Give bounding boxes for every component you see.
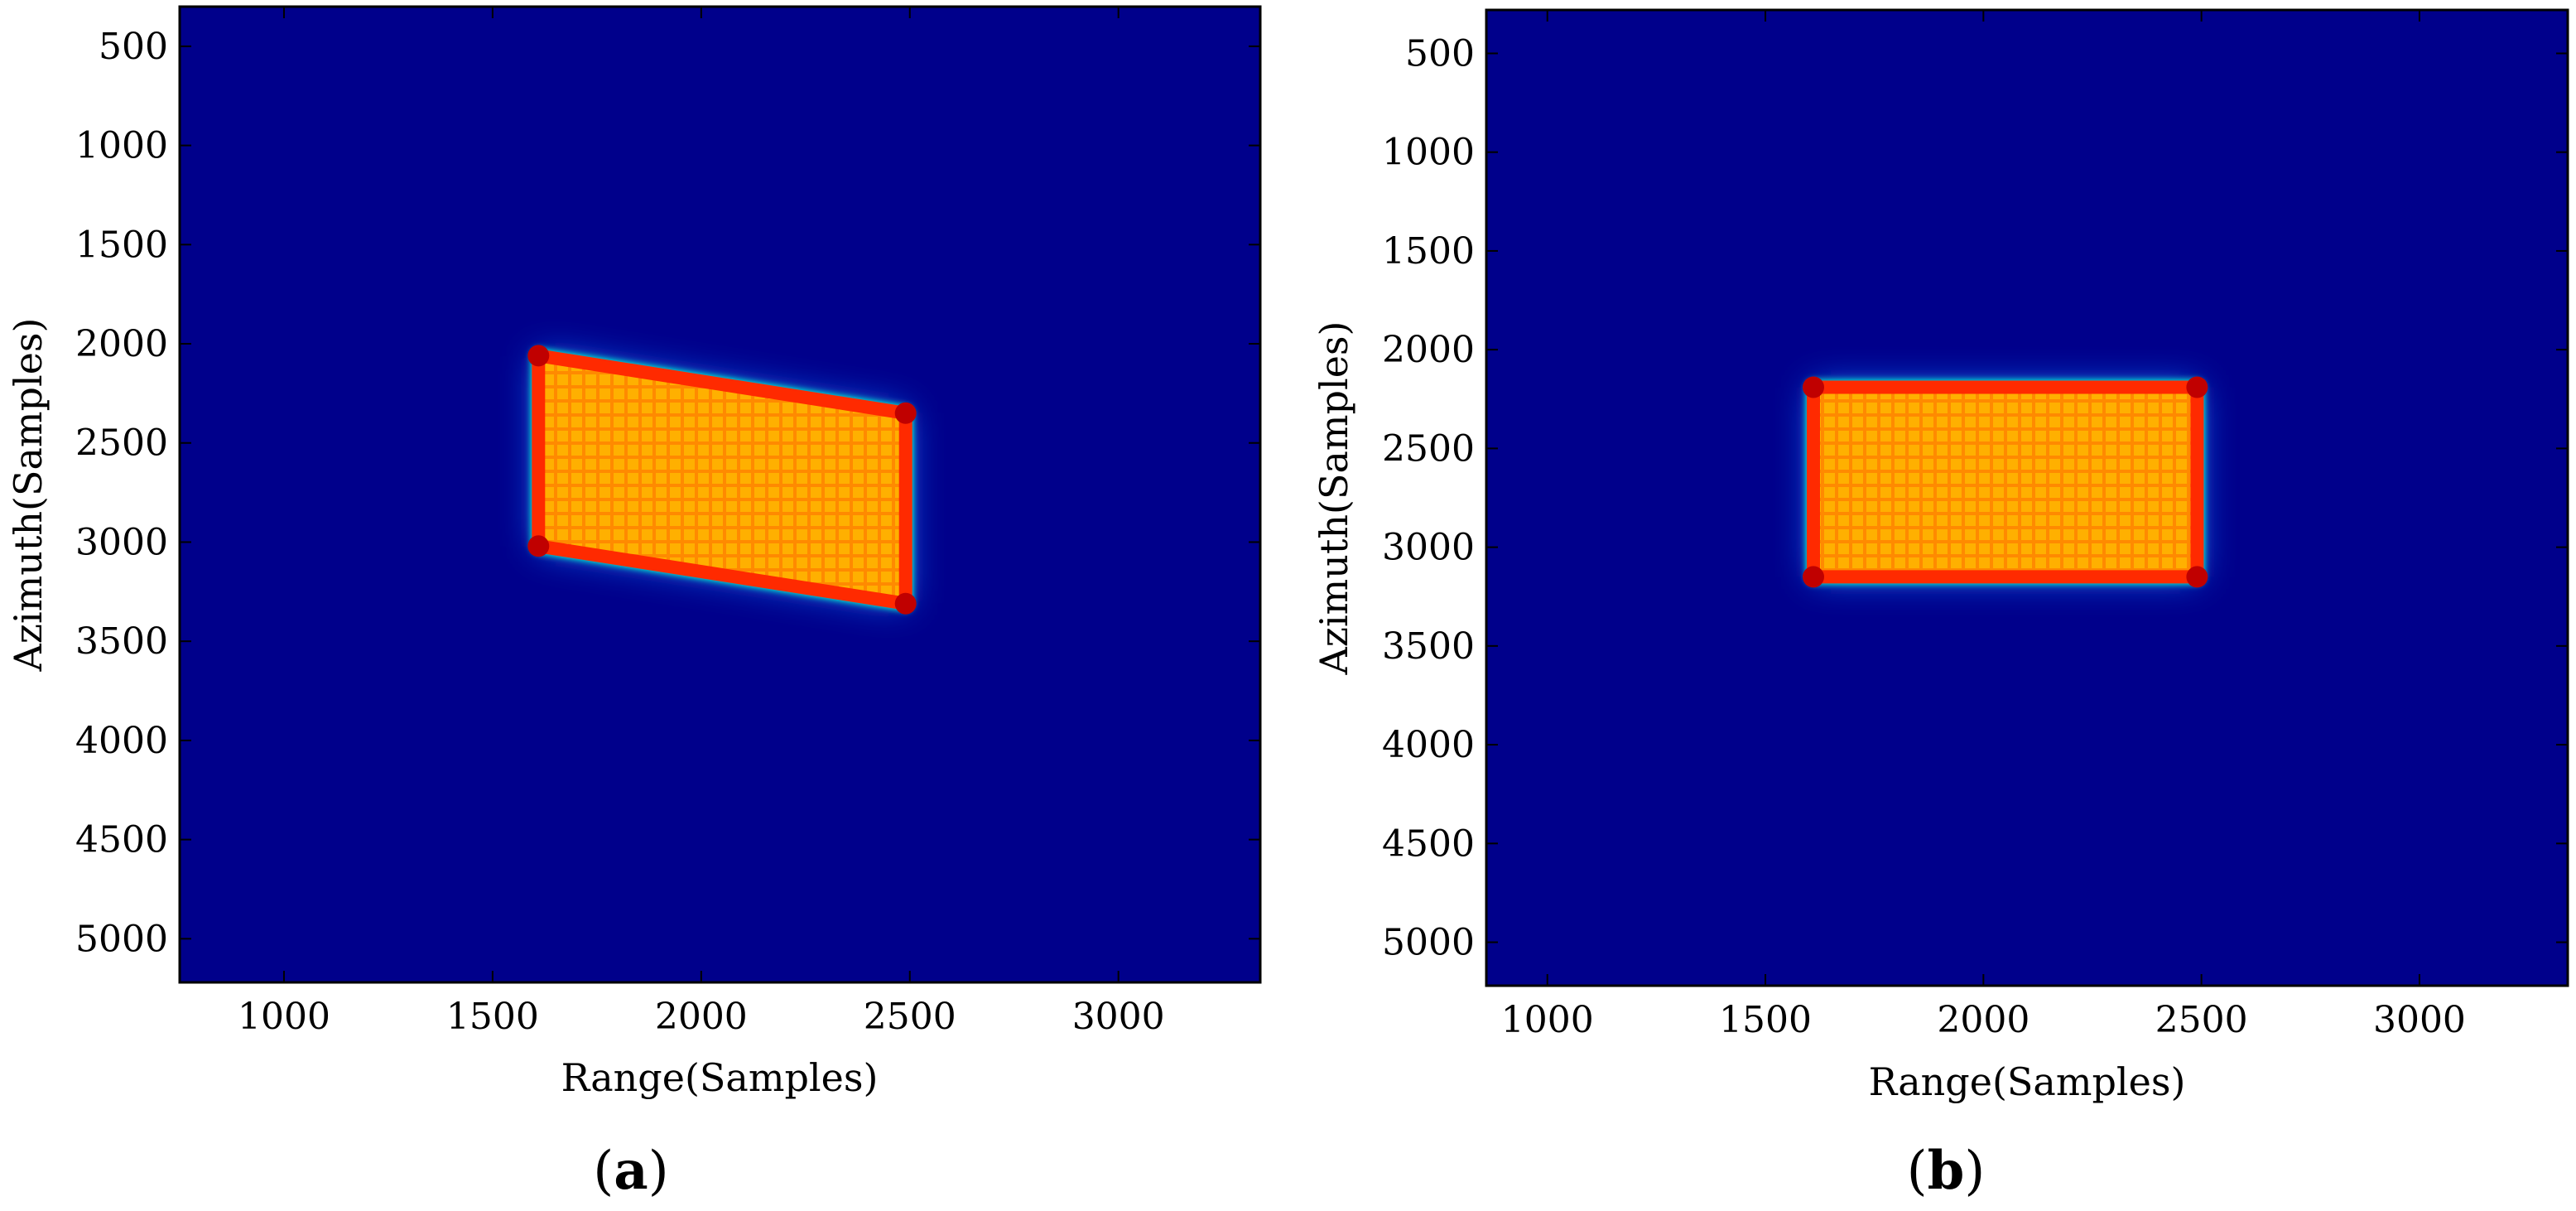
y-tick-label: 500 [1405, 32, 1475, 75]
panel-a-frame [178, 5, 1262, 984]
target-corner [2186, 566, 2208, 588]
y-tick-label: 1500 [1382, 230, 1475, 273]
target-corner [894, 592, 917, 615]
target-body [1807, 380, 2204, 584]
y-tick-label: 500 [99, 26, 168, 68]
x-tick-label: 2500 [864, 996, 956, 1038]
panel-b-frame [1485, 8, 2569, 987]
y-tick-label: 3000 [75, 521, 168, 563]
panel-b-letter: b [1928, 1140, 1965, 1202]
x-tick-label: 3000 [2373, 999, 2466, 1041]
target-corner [1803, 566, 1824, 588]
y-tick-label: 2000 [75, 323, 168, 365]
panel-b-label: (b) [1907, 1140, 1986, 1202]
y-tick-label: 5000 [75, 918, 168, 960]
target-corner [527, 345, 550, 367]
panel-b-marks [1803, 376, 2208, 588]
x-tick-label: 1500 [446, 996, 539, 1038]
panel-a-letter: a [614, 1140, 648, 1202]
panel-a-y-ticks: 500 1000 1500 2000 2500 3000 3500 4000 4500 5000 [75, 26, 1260, 960]
panel-a-label: (a) [593, 1140, 668, 1202]
target-corner [2186, 376, 2208, 398]
panel-b-x-ticks: 1000 1500 2000 2500 3000 [1501, 10, 2466, 1041]
target-corner [527, 535, 550, 557]
y-tick-label: 1500 [75, 224, 168, 266]
x-tick-label: 1000 [238, 996, 330, 1038]
panel-a-x-ticks: 1000 1500 2000 2500 3000 [238, 7, 1165, 1038]
y-tick-label: 2000 [1382, 329, 1475, 371]
target-corner [1803, 376, 1824, 398]
x-tick-label: 1500 [1719, 999, 1812, 1041]
y-tick-label: 3500 [1382, 625, 1475, 668]
panel-a: 1000 1500 2000 2500 3000 500 1000 1500 2000 2500… [6, 5, 1262, 1202]
panel-b-y-axis-label: Azimuth(Samples) [1312, 321, 1356, 676]
panel-b-x-axis-label: Range(Samples) [1869, 1059, 2186, 1104]
x-tick-label: 2500 [2155, 999, 2248, 1041]
y-tick-label: 2500 [75, 422, 168, 465]
x-tick-label: 1000 [1501, 999, 1594, 1041]
x-tick-label: 3000 [1072, 996, 1165, 1038]
y-tick-label: 5000 [1382, 922, 1475, 964]
y-tick-label: 4000 [1382, 724, 1475, 766]
y-tick-label: 2500 [1382, 427, 1475, 470]
y-tick-label: 1000 [75, 125, 168, 167]
panel-b: 1000 1500 2000 2500 3000 500 1000 1500 2000 2500… [1312, 8, 2569, 1202]
target-corner [894, 402, 917, 424]
x-tick-label: 2000 [1937, 999, 2030, 1041]
panel-a-marks [527, 345, 917, 615]
y-tick-label: 1000 [1382, 132, 1475, 174]
y-tick-label: 4500 [1382, 823, 1475, 865]
panel-a-y-axis-label: Azimuth(Samples) [6, 318, 51, 673]
y-tick-label: 4500 [75, 819, 168, 861]
panel-a-x-axis-label: Range(Samples) [561, 1055, 879, 1100]
panel-b-y-ticks: 500 1000 1500 2000 2500 3000 3500 4000 4500 5000 [1382, 32, 2568, 964]
y-tick-label: 3500 [75, 620, 168, 663]
x-tick-label: 2000 [655, 996, 748, 1038]
y-tick-label: 3000 [1382, 527, 1475, 569]
y-tick-label: 4000 [75, 720, 168, 762]
